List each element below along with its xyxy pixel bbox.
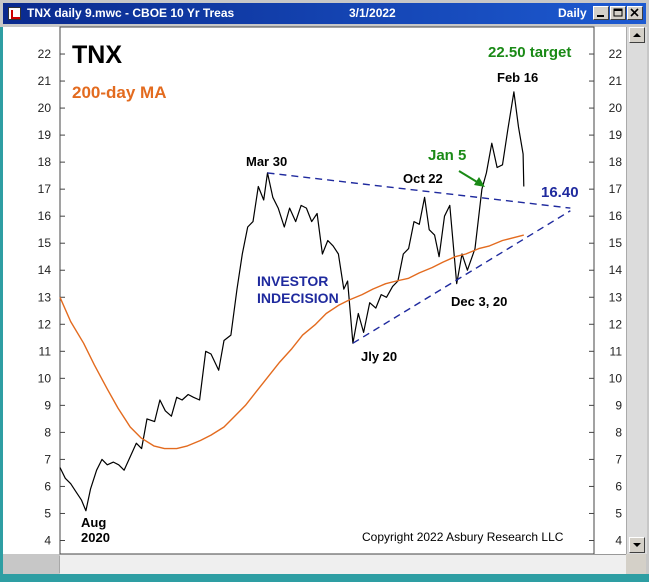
jly20-label: Jly 20 [361,349,397,364]
y-tick-label-left: 8 [44,425,51,439]
y-tick-label-right: 21 [609,74,623,88]
y-tick-label-left: 16 [38,209,52,223]
y-tick-label-left: 17 [38,182,52,196]
y-tick-label-left: 5 [44,506,51,520]
minimize-button[interactable] [593,6,609,20]
arrow-up-icon [633,33,641,37]
y-tick-label-right: 4 [615,533,622,547]
vertical-scrollbar[interactable] [626,27,647,554]
minimize-icon [597,15,604,17]
scroll-corner [626,554,646,574]
chart-title: TNX [72,41,122,69]
y-tick-label-left: 7 [44,452,51,466]
y-tick-label-left: 14 [38,263,52,277]
maximize-button[interactable] [610,6,626,20]
tnx-price-line [59,91,525,512]
aug-label: Aug [81,515,106,530]
ma-200-line [59,234,524,450]
feb16-label: Feb 16 [497,70,538,85]
y-tick-label-right: 15 [609,236,623,250]
year2020-label: 2020 [81,530,110,545]
y-tick-label-left: 20 [38,101,52,115]
scroll-up-button[interactable] [629,27,645,43]
target-label: 22.50 target [488,44,571,61]
y-tick-label-right: 7 [615,452,622,466]
window-period: Daily [558,6,587,20]
arrow-down-icon [633,543,641,547]
y-tick-label-right: 16 [609,209,623,223]
date-axis-strip [60,554,628,575]
y-tick-label-right: 18 [609,155,623,169]
y-tick-label-left: 10 [38,371,52,385]
jan5-label: Jan 5 [428,147,466,164]
investor-label: INVESTOR [257,273,328,289]
chart-app-icon [8,7,21,20]
close-icon [630,8,639,17]
y-tick-label-left: 11 [39,344,52,358]
scroll-down-button[interactable] [629,537,645,553]
y-tick-label-left: 9 [44,398,51,412]
y-tick-label-left: 12 [38,317,52,331]
y-tick-label-right: 10 [609,371,623,385]
y-tick-label-left: 6 [44,479,51,493]
jan5-arrow-head [474,177,485,187]
right-axis: 4 5 6 7 8 9 10 11 12 13 14 15 16 17 18 19 20 21 22 [589,47,622,547]
close-button[interactable] [627,6,643,20]
copyright-label: Copyright 2022 Asbury Research LLC [362,530,564,544]
y-tick-label-right: 12 [609,317,623,331]
ma-label: 200-day MA [72,83,166,102]
y-tick-label-left: 4 [44,533,51,547]
trendline-layer [267,172,571,344]
y-tick-label-right: 5 [615,506,622,520]
mar30-label: Mar 30 [246,154,287,169]
series-layer [59,91,525,512]
y-tick-label-right: 11 [610,344,623,358]
resistance-value-label: 16.40 [541,184,579,201]
support-trendline [352,210,571,344]
window-border-bottom [0,574,649,582]
y-tick-label-left: 21 [38,74,52,88]
y-tick-label-right: 19 [609,128,623,142]
window-border-left [0,27,3,574]
y-tick-label-right: 8 [615,425,622,439]
y-tick-label-left: 15 [38,236,52,250]
y-tick-label-left: 18 [38,155,52,169]
tnx-chart: 4 5 6 7 8 9 10 11 12 13 14 15 16 17 18 19 20 21 22 4 5 6 7 8 9 1… [3,26,626,573]
y-tick-label-right: 9 [615,398,622,412]
y-tick-label-right: 14 [609,263,623,277]
window-title: TNX daily 9.mwc - CBOE 10 Yr Treas [27,6,235,20]
oct22-label: Oct 22 [403,171,443,186]
y-tick-label-right: 13 [609,290,623,304]
resistance-trendline [267,172,571,209]
y-tick-label-left: 22 [38,47,52,61]
y-tick-label-right: 20 [609,101,623,115]
left-axis: 4 5 6 7 8 9 10 11 12 13 14 15 16 17 18 19 20 21 22 [38,47,65,547]
y-tick-label-left: 13 [38,290,52,304]
maximize-icon [613,8,623,17]
y-tick-label-right: 22 [609,47,623,61]
y-tick-label-right: 17 [609,182,623,196]
y-tick-label-left: 19 [38,128,52,142]
y-tick-label-right: 6 [615,479,622,493]
dec3-label: Dec 3, 20 [451,294,507,309]
window-date: 3/1/2022 [349,6,396,20]
title-bar[interactable]: TNX daily 9.mwc - CBOE 10 Yr Treas 3/1/2… [3,3,646,24]
indecision-label: INDECISION [257,290,339,306]
plot-frame [59,26,595,555]
